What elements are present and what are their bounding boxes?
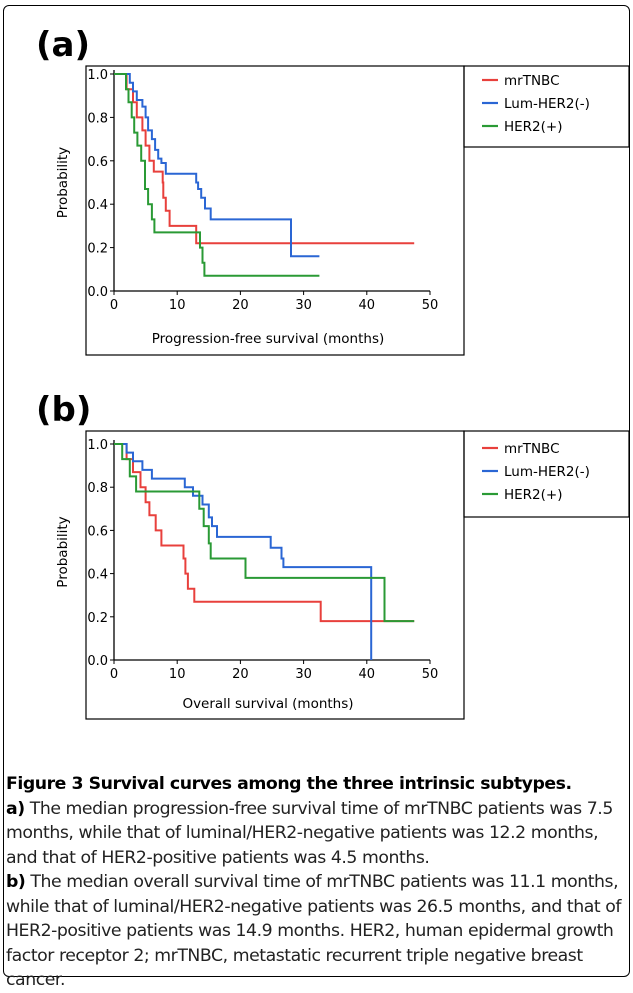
chart-panel-b: (b) 0.0 0.2 0.4 0.6 0.8 1.0 0 10 20 30 40 50 Overall … bbox=[36, 390, 630, 720]
legend-label-b-2: HER2(+) bbox=[504, 487, 563, 503]
x-tick-label-a: 30 bbox=[295, 298, 312, 313]
x-tick-label-b: 50 bbox=[422, 667, 439, 682]
y-tick-label-a: 1.0 bbox=[87, 68, 108, 83]
legend-label-a-2: HER2(+) bbox=[504, 119, 563, 135]
y-tick-label-b: 0.2 bbox=[87, 611, 108, 626]
series-line-b-1 bbox=[114, 443, 373, 660]
x-axis-label-b: Overall survival (months) bbox=[182, 696, 353, 712]
x-tick-label-a: 0 bbox=[110, 298, 118, 313]
chart-panel-a: (a) 0.0 0.2 0.4 0.6 0.8 1.0 0 10 20 30 40 50 Progress… bbox=[36, 25, 630, 356]
y-tick-label-b: 0.6 bbox=[87, 524, 108, 539]
legend-label-b-0: mrTNBC bbox=[504, 441, 560, 457]
x-tick-label-b: 40 bbox=[359, 667, 376, 682]
y-tick-label-a: 0.0 bbox=[87, 285, 108, 300]
plot-frame-b bbox=[85, 430, 465, 720]
y-axis-label-b: Probability bbox=[55, 516, 71, 587]
panel-label-b: (b) bbox=[36, 390, 91, 430]
y-tick-label-a: 0.4 bbox=[87, 198, 108, 213]
series-line-a-1 bbox=[114, 73, 320, 258]
legend-box-a bbox=[463, 65, 630, 148]
y-tick-label-b: 0.4 bbox=[87, 568, 108, 583]
y-tick-label-b: 0.8 bbox=[87, 481, 108, 496]
x-tick-label-a: 20 bbox=[232, 298, 249, 313]
caption-b-text: The median overall survival time of mrTN… bbox=[6, 872, 621, 990]
series-line-a-0 bbox=[114, 73, 415, 245]
series-line-b-0 bbox=[114, 443, 415, 623]
x-tick-label-a: 40 bbox=[359, 298, 376, 313]
series-line-a-2 bbox=[114, 73, 320, 277]
x-tick-label-b: 10 bbox=[169, 667, 186, 682]
y-tick-label-a: 0.8 bbox=[87, 111, 108, 126]
plot-frame-a bbox=[85, 65, 465, 356]
legend-label-b-1: Lum-HER2(-) bbox=[504, 464, 590, 480]
y-tick-label-b: 0.0 bbox=[87, 654, 108, 669]
x-tick-label-b: 30 bbox=[295, 667, 312, 682]
caption-title: Figure 3 Survival curves among the three… bbox=[6, 774, 572, 794]
legend-box-b bbox=[463, 430, 630, 518]
x-tick-label-b: 20 bbox=[232, 667, 249, 682]
legend-label-a-0: mrTNBC bbox=[504, 73, 560, 89]
figure-caption: Figure 3 Survival curves among the three… bbox=[6, 772, 626, 993]
x-tick-label-a: 10 bbox=[169, 298, 186, 313]
y-axis-label-a: Probability bbox=[55, 147, 71, 218]
x-tick-label-a: 50 bbox=[422, 298, 439, 313]
caption-b-label: b) bbox=[6, 872, 26, 892]
series-line-b-2 bbox=[114, 443, 415, 623]
y-tick-label-a: 0.2 bbox=[87, 242, 108, 257]
y-tick-label-b: 1.0 bbox=[87, 438, 108, 453]
caption-a-label: a) bbox=[6, 798, 25, 819]
caption-a-text: The median progression-free survival tim… bbox=[6, 798, 613, 868]
x-tick-label-b: 0 bbox=[110, 667, 118, 682]
panel-label-a: (a) bbox=[36, 25, 90, 65]
x-axis-label-a: Progression-free survival (months) bbox=[152, 331, 385, 347]
legend-label-a-1: Lum-HER2(-) bbox=[504, 96, 590, 112]
figure-panels: (a) 0.0 0.2 0.4 0.6 0.8 1.0 0 10 20 30 40 50 Progress… bbox=[36, 25, 630, 720]
y-tick-label-a: 0.6 bbox=[87, 155, 108, 170]
